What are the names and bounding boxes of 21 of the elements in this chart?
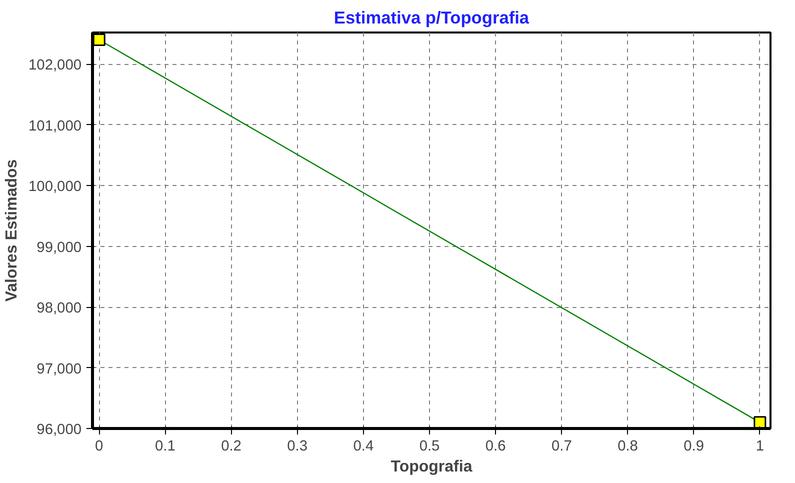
y-tick-label: 102,000 <box>28 58 82 74</box>
x-tick-label: 0.8 <box>618 438 638 454</box>
x-tick-label: 0.3 <box>287 438 308 454</box>
y-axis-title: Valores Estimados <box>4 159 21 302</box>
y-tick-label: 97,000 <box>36 361 82 378</box>
x-tick-label: 0 <box>95 438 104 454</box>
x-axis-title: Topografia <box>390 458 472 476</box>
x-tick-label: 0.4 <box>353 438 374 454</box>
y-tick-label: 100,000 <box>28 179 82 196</box>
x-tick-label: 0.9 <box>684 438 704 454</box>
y-tick-label: 96,000 <box>36 422 82 438</box>
x-tick-label: 0.6 <box>485 438 506 454</box>
y-tick-label: 101,000 <box>28 118 82 134</box>
x-tick-label: 0.7 <box>551 438 572 454</box>
chart-title: Estimativa p/Topografia <box>334 8 530 28</box>
x-tick-label: 1 <box>756 438 764 454</box>
x-tick-label: 0.5 <box>419 438 440 454</box>
y-tick-label: 99,000 <box>36 240 82 256</box>
y-tick-label: 98,000 <box>36 300 82 317</box>
x-tick-label: 0.1 <box>155 438 176 454</box>
x-tick-label: 0.2 <box>221 438 242 454</box>
